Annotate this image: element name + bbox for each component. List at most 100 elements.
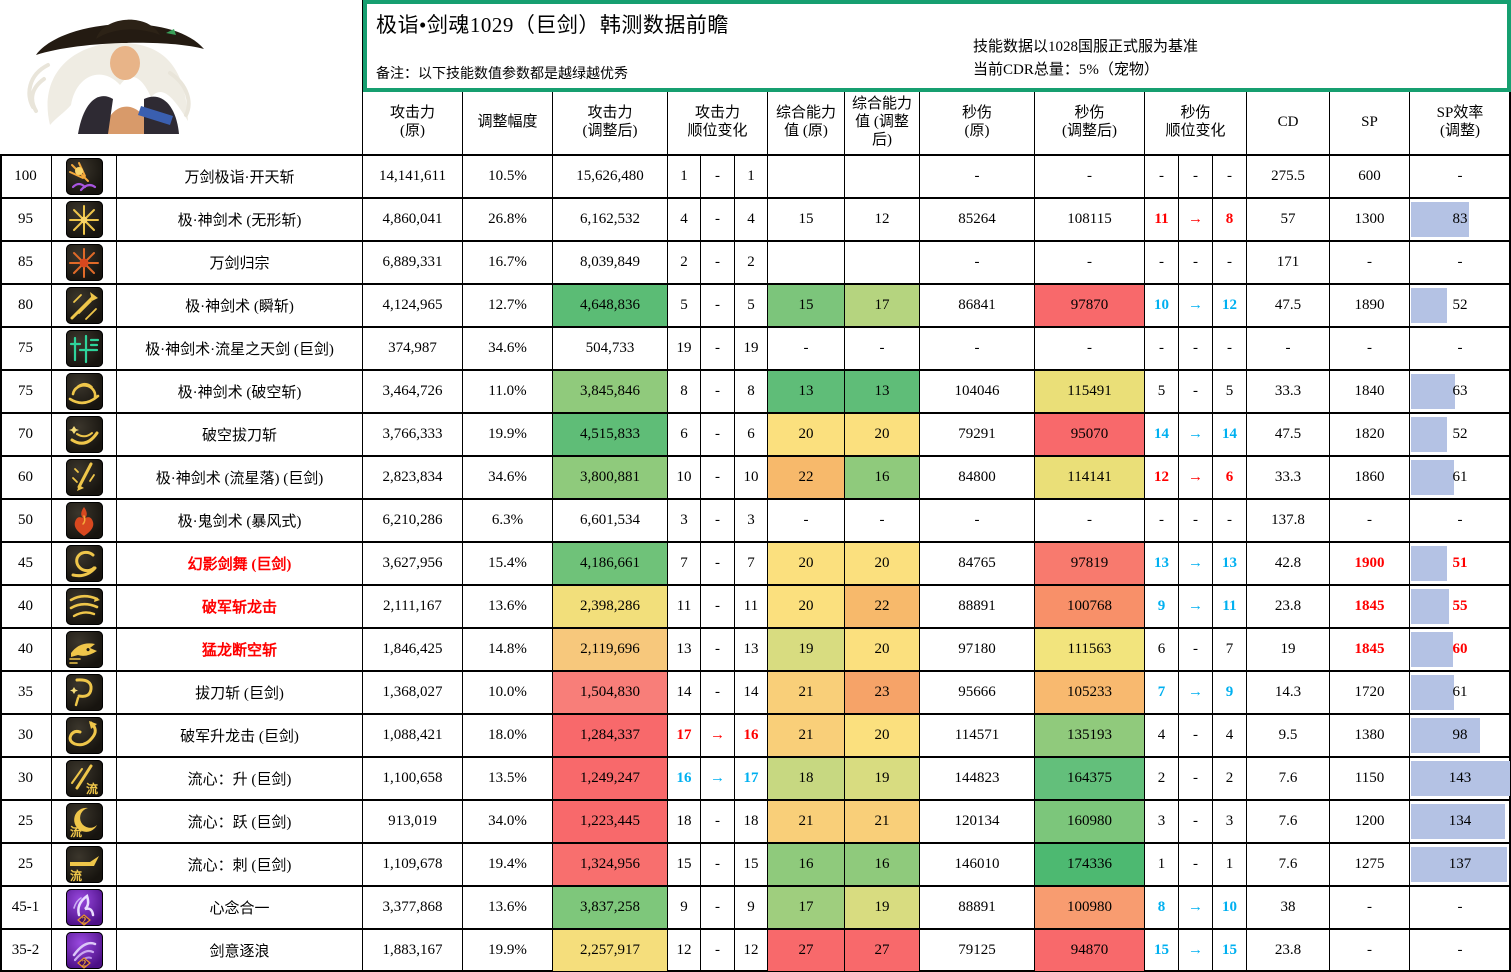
attack-rank-arrow-cell: - bbox=[701, 801, 735, 844]
attack-original-cell: 3,377,868 bbox=[363, 887, 463, 930]
sp-efficiency-cell: 61 bbox=[1410, 672, 1511, 715]
dps-original-cell: 79291 bbox=[920, 414, 1035, 457]
attack-rank-to-cell: 2 bbox=[735, 242, 768, 285]
attack-rank-from-cell: 18 bbox=[668, 801, 701, 844]
skill-icon-cell bbox=[52, 242, 117, 285]
sp-efficiency-cell: - bbox=[1410, 500, 1511, 543]
dps-adjusted-cell: - bbox=[1035, 328, 1145, 371]
skill-icon-cell bbox=[52, 457, 117, 500]
adjust-pct-cell: 13.6% bbox=[463, 887, 553, 930]
sp-efficiency-value: 52 bbox=[1452, 426, 1468, 442]
comp-original-cell: - bbox=[768, 328, 845, 371]
sp-cell: 1890 bbox=[1330, 285, 1410, 328]
table-row: 95 极·神剑术 (无形斩) 4,860,041 26.8% 6,162,532… bbox=[0, 199, 1511, 242]
level-cell: 40 bbox=[0, 629, 52, 672]
sp-efficiency-value: 61 bbox=[1452, 469, 1468, 485]
level-cell: 45 bbox=[0, 543, 52, 586]
attack-rank-to-cell: 3 bbox=[735, 500, 768, 543]
attack-adjusted-cell: 8,039,849 bbox=[553, 242, 668, 285]
attack-rank-from-cell: 12 bbox=[668, 930, 701, 972]
attack-rank-to-cell: 11 bbox=[735, 586, 768, 629]
level-cell: 25 bbox=[0, 844, 52, 887]
adjust-pct-cell: 19.4% bbox=[463, 844, 553, 887]
comp-original-cell: 13 bbox=[768, 371, 845, 414]
col-attack-rank: 攻击力 顺位变化 bbox=[668, 92, 768, 156]
skill-icon: 流 bbox=[65, 803, 103, 840]
cd-cell: 23.8 bbox=[1247, 930, 1330, 972]
dps-rank-to-cell: 5 bbox=[1213, 371, 1247, 414]
sp-efficiency-cell: 60 bbox=[1410, 629, 1511, 672]
comp-adjusted-cell: 17 bbox=[845, 285, 920, 328]
character-portrait bbox=[27, 19, 204, 134]
table-row: 45 幻影剑舞 (巨剑) 3,627,956 15.4% 4,186,661 7… bbox=[0, 543, 1511, 586]
attack-adjusted-cell: 4,515,833 bbox=[553, 414, 668, 457]
adjust-pct-cell: 18.0% bbox=[463, 715, 553, 758]
dps-adjusted-cell: 97819 bbox=[1035, 543, 1145, 586]
attack-rank-from-cell: 9 bbox=[668, 887, 701, 930]
attack-adjusted-cell: 1,223,445 bbox=[553, 801, 668, 844]
level-cell: 75 bbox=[0, 371, 52, 414]
comp-original-cell: 20 bbox=[768, 543, 845, 586]
sp-efficiency-bar bbox=[1411, 804, 1505, 839]
adjust-pct-cell: 34.0% bbox=[463, 801, 553, 844]
sp-efficiency-cell: 134 bbox=[1410, 801, 1511, 844]
level-cell: 95 bbox=[0, 199, 52, 242]
skill-icon bbox=[65, 416, 103, 453]
attack-rank-from-cell: 5 bbox=[668, 285, 701, 328]
attack-original-cell: 2,823,834 bbox=[363, 457, 463, 500]
skill-icon: 2 bbox=[65, 889, 103, 926]
level-cell: 60 bbox=[0, 457, 52, 500]
sp-efficiency-value: 55 bbox=[1452, 598, 1468, 614]
skill-icon bbox=[65, 330, 103, 367]
comp-original-cell: 27 bbox=[768, 930, 845, 972]
dps-rank-arrow-cell: → bbox=[1179, 199, 1213, 242]
table-row: 60 极·神剑术 (流星落) (巨剑) 2,823,834 34.6% 3,80… bbox=[0, 457, 1511, 500]
skill-name-cell: 极·神剑术·流星之天剑 (巨剑) bbox=[117, 328, 363, 371]
attack-adjusted-cell: 4,186,661 bbox=[553, 543, 668, 586]
sp-efficiency-cell: - bbox=[1410, 242, 1511, 285]
baseline-notes: 技能数据以1028国服正式服为基准 当前CDR总量：5%（宠物） bbox=[973, 39, 1199, 79]
sp-efficiency-bar bbox=[1411, 761, 1510, 796]
comp-original-cell: 15 bbox=[768, 199, 845, 242]
attack-original-cell: 3,766,333 bbox=[363, 414, 463, 457]
dps-original-cell: 120134 bbox=[920, 801, 1035, 844]
dps-rank-arrow-cell: - bbox=[1179, 328, 1213, 371]
skill-icon-cell bbox=[52, 328, 117, 371]
col-attack-adjusted: 攻击力 (调整后) bbox=[553, 92, 668, 156]
dps-rank-to-cell: 4 bbox=[1213, 715, 1247, 758]
skill-name-cell: 极·神剑术 (破空斩) bbox=[117, 371, 363, 414]
comp-original-cell bbox=[768, 156, 845, 199]
comp-original-cell bbox=[768, 242, 845, 285]
adjust-pct-cell: 14.8% bbox=[463, 629, 553, 672]
skill-icon: 2 bbox=[65, 932, 103, 969]
sp-efficiency-bar bbox=[1411, 718, 1480, 753]
skill-name-cell: 猛龙断空斩 bbox=[117, 629, 363, 672]
skill-name-cell: 拔刀斩 (巨剑) bbox=[117, 672, 363, 715]
dps-rank-from-cell: 6 bbox=[1145, 629, 1179, 672]
dps-original-cell: - bbox=[920, 156, 1035, 199]
sp-efficiency-cell: - bbox=[1410, 156, 1511, 199]
cd-cell: - bbox=[1247, 328, 1330, 371]
dps-rank-from-cell: 9 bbox=[1145, 586, 1179, 629]
col-attack-original: 攻击力 (原) bbox=[363, 92, 463, 156]
cd-cell: 33.3 bbox=[1247, 457, 1330, 500]
attack-original-cell: 374,987 bbox=[363, 328, 463, 371]
level-cell: 40 bbox=[0, 586, 52, 629]
comp-original-cell: 18 bbox=[768, 758, 845, 801]
sp-efficiency-cell: 51 bbox=[1410, 543, 1511, 586]
dps-rank-arrow-cell: - bbox=[1179, 801, 1213, 844]
table-row: 85 万剑归宗 6,889,331 16.7% 8,039,849 2 - 2 … bbox=[0, 242, 1511, 285]
dps-adjusted-cell: 164375 bbox=[1035, 758, 1145, 801]
dps-rank-arrow-cell: → bbox=[1179, 543, 1213, 586]
attack-rank-to-cell: 19 bbox=[735, 328, 768, 371]
sp-efficiency-bar bbox=[1411, 374, 1455, 409]
skill-name-cell: 极·神剑术 (无形斩) bbox=[117, 199, 363, 242]
comp-original-cell: 21 bbox=[768, 715, 845, 758]
comp-adjusted-cell: - bbox=[845, 500, 920, 543]
attack-rank-arrow-cell: - bbox=[701, 199, 735, 242]
comp-adjusted-cell: 16 bbox=[845, 457, 920, 500]
attack-rank-to-cell: 4 bbox=[735, 199, 768, 242]
comp-original-cell: 19 bbox=[768, 629, 845, 672]
dps-original-cell: 104046 bbox=[920, 371, 1035, 414]
title-box: 极诣•剑魂1029（巨剑）韩测数据前瞻 备注：以下技能数值参数都是越绿越优秀 技… bbox=[363, 0, 1511, 92]
